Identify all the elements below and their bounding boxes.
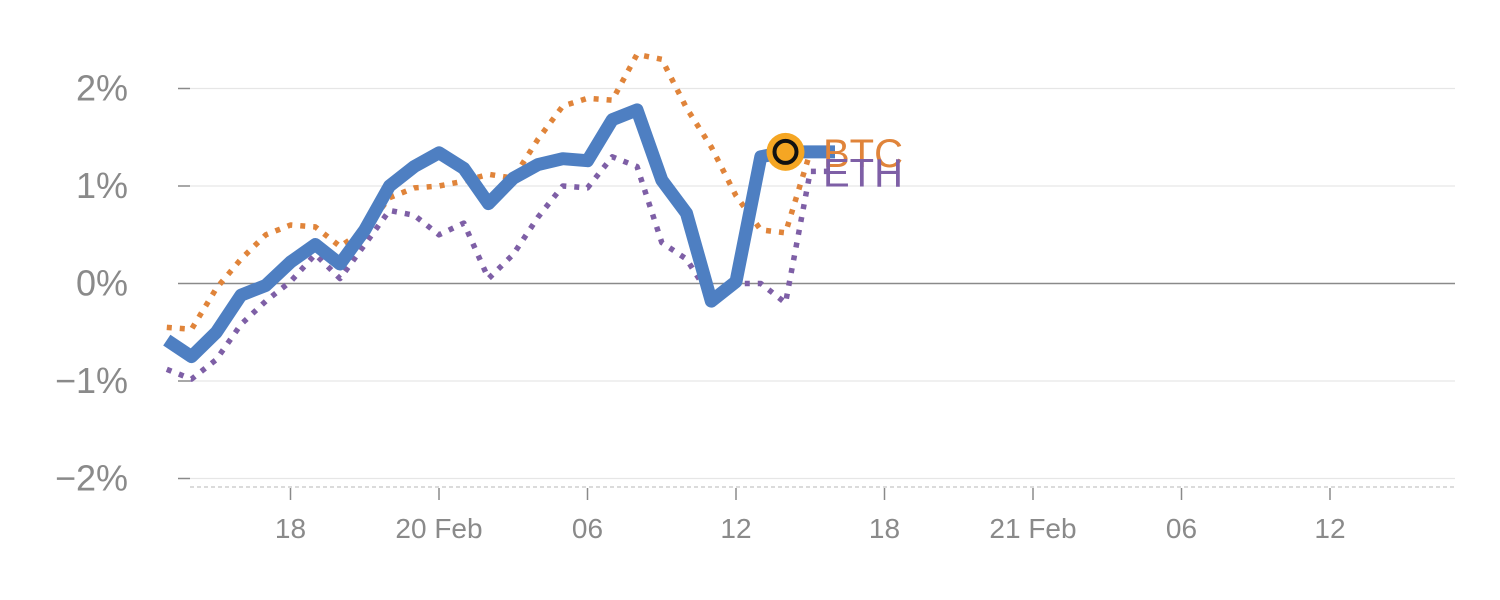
x-tick-label: 06 [572,513,603,544]
x-tick-label: 12 [1314,513,1345,544]
x-tick-label: 18 [275,513,306,544]
x-tick-label: 18 [869,513,900,544]
x-tick-label: 06 [1166,513,1197,544]
marker-ring [772,138,799,165]
grid [190,87,1455,480]
series-line-portfolio [163,103,835,364]
current-value-marker [766,132,805,171]
x-tick-label: 12 [720,513,751,544]
end-label-eth: ETH [823,151,903,195]
x-tick-label: 20 Feb [395,513,482,544]
y-tick-label: 0% [76,263,128,304]
axes: 2% 1% 0% −1% −2% 18 20 Feb 06 12 18 21 Feb 06 12 [55,68,1455,544]
y-tick-label: 1% [76,165,128,206]
series-line-btc [166,51,835,333]
y-tick-label: −1% [55,360,128,401]
x-tick-label: 21 Feb [989,513,1076,544]
y-tick-label: −2% [55,458,128,499]
end-label-btc: BTC [823,132,903,176]
series-lines [163,51,835,382]
y-tick-label: 2% [76,68,128,109]
